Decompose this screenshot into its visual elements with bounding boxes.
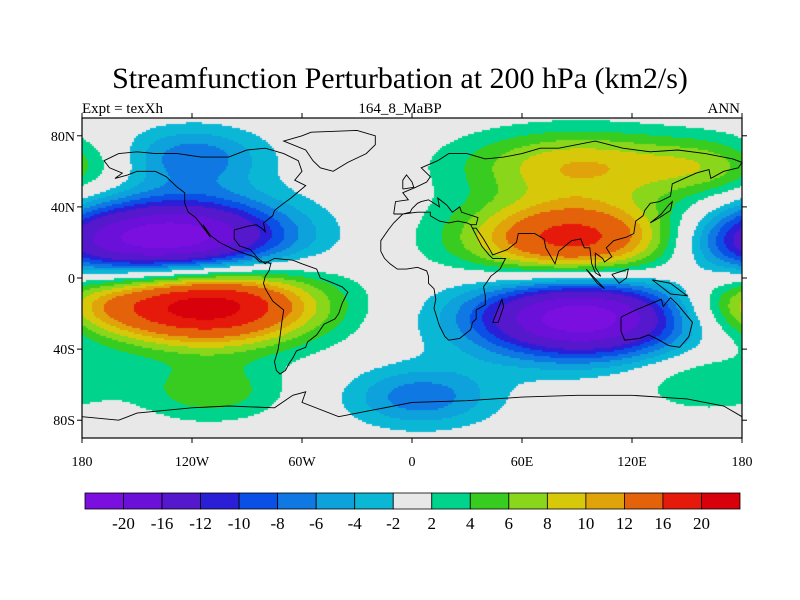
experiment-label: Expt = texXh bbox=[82, 101, 163, 117]
colorbar-label: 12 bbox=[616, 514, 633, 533]
colorbar-swatch bbox=[701, 492, 741, 510]
y-tick-label: 80S bbox=[53, 414, 75, 429]
colorbar-swatch bbox=[392, 492, 433, 510]
x-tick-label: 180 bbox=[732, 455, 753, 470]
colorbar-swatch bbox=[123, 492, 163, 510]
x-tick-label: 180 bbox=[72, 455, 93, 470]
colorbar-label: -2 bbox=[386, 514, 400, 533]
colorbar-swatch bbox=[354, 492, 394, 510]
coastline bbox=[282, 129, 376, 172]
coastline bbox=[651, 279, 689, 297]
coastline bbox=[650, 200, 674, 224]
coastline bbox=[585, 268, 605, 290]
colorbar-label: -6 bbox=[309, 514, 323, 533]
coastline bbox=[492, 297, 505, 323]
coastline bbox=[263, 257, 349, 375]
colorbar-label: 16 bbox=[654, 514, 671, 533]
y-tick-label: 40N bbox=[51, 201, 75, 216]
colorbar-label: -10 bbox=[228, 514, 251, 533]
coastline bbox=[103, 147, 307, 265]
colorbar-swatch bbox=[624, 492, 664, 510]
colorbar-swatch bbox=[238, 492, 279, 510]
case-label: 164_8_MaBP bbox=[358, 101, 442, 117]
x-tick-label: 0 bbox=[409, 455, 416, 470]
colorbar: -20 -16 -12 -10 -8 -6 -4 -2 2 4 6 8 10 12 16 20 bbox=[84, 492, 741, 533]
colorbar-label: 2 bbox=[428, 514, 437, 533]
colorbar-label: 20 bbox=[693, 514, 710, 533]
colorbar-label: 4 bbox=[466, 514, 475, 533]
coastline bbox=[620, 296, 693, 348]
colorbar-label: -8 bbox=[271, 514, 285, 533]
colorbar-swatch bbox=[662, 492, 702, 510]
x-tick-label: 120E bbox=[617, 455, 647, 470]
chart-title: Streamfunction Perturbation at 200 hPa (… bbox=[112, 62, 688, 95]
coastline bbox=[402, 174, 415, 190]
y-tick-label: 0 bbox=[68, 272, 75, 287]
colorbar-swatch bbox=[508, 492, 548, 510]
colorbar-swatch bbox=[546, 492, 587, 510]
x-tick-label: 60E bbox=[511, 455, 534, 470]
colorbar-swatch bbox=[84, 492, 124, 510]
colorbar-swatch bbox=[277, 492, 317, 510]
season-label: ANN bbox=[707, 101, 741, 117]
colorbar-label: 6 bbox=[505, 514, 514, 533]
colorbar-swatch bbox=[469, 492, 510, 510]
colorbar-swatch bbox=[200, 492, 240, 510]
colorbar-label: -4 bbox=[348, 514, 363, 533]
colorbar-label: 8 bbox=[543, 514, 552, 533]
x-tick-label: 120W bbox=[175, 455, 210, 470]
colorbar-label: -16 bbox=[151, 514, 174, 533]
contour-field bbox=[82, 118, 742, 438]
colorbar-swatch bbox=[161, 492, 201, 510]
colorbar-swatch bbox=[431, 492, 471, 510]
colorbar-label: -20 bbox=[112, 514, 135, 533]
colorbar-label: 10 bbox=[577, 514, 594, 533]
coastline bbox=[380, 140, 743, 341]
y-tick-label: 40S bbox=[53, 343, 75, 358]
coastline bbox=[611, 268, 629, 284]
y-tick-label: 80N bbox=[51, 130, 75, 145]
colorbar-label: -12 bbox=[189, 514, 212, 533]
colorbar-swatch bbox=[315, 492, 356, 510]
x-tick-label: 60W bbox=[288, 455, 316, 470]
colorbar-swatch bbox=[585, 492, 625, 510]
coastlines bbox=[81, 129, 743, 421]
coastline bbox=[81, 391, 743, 421]
